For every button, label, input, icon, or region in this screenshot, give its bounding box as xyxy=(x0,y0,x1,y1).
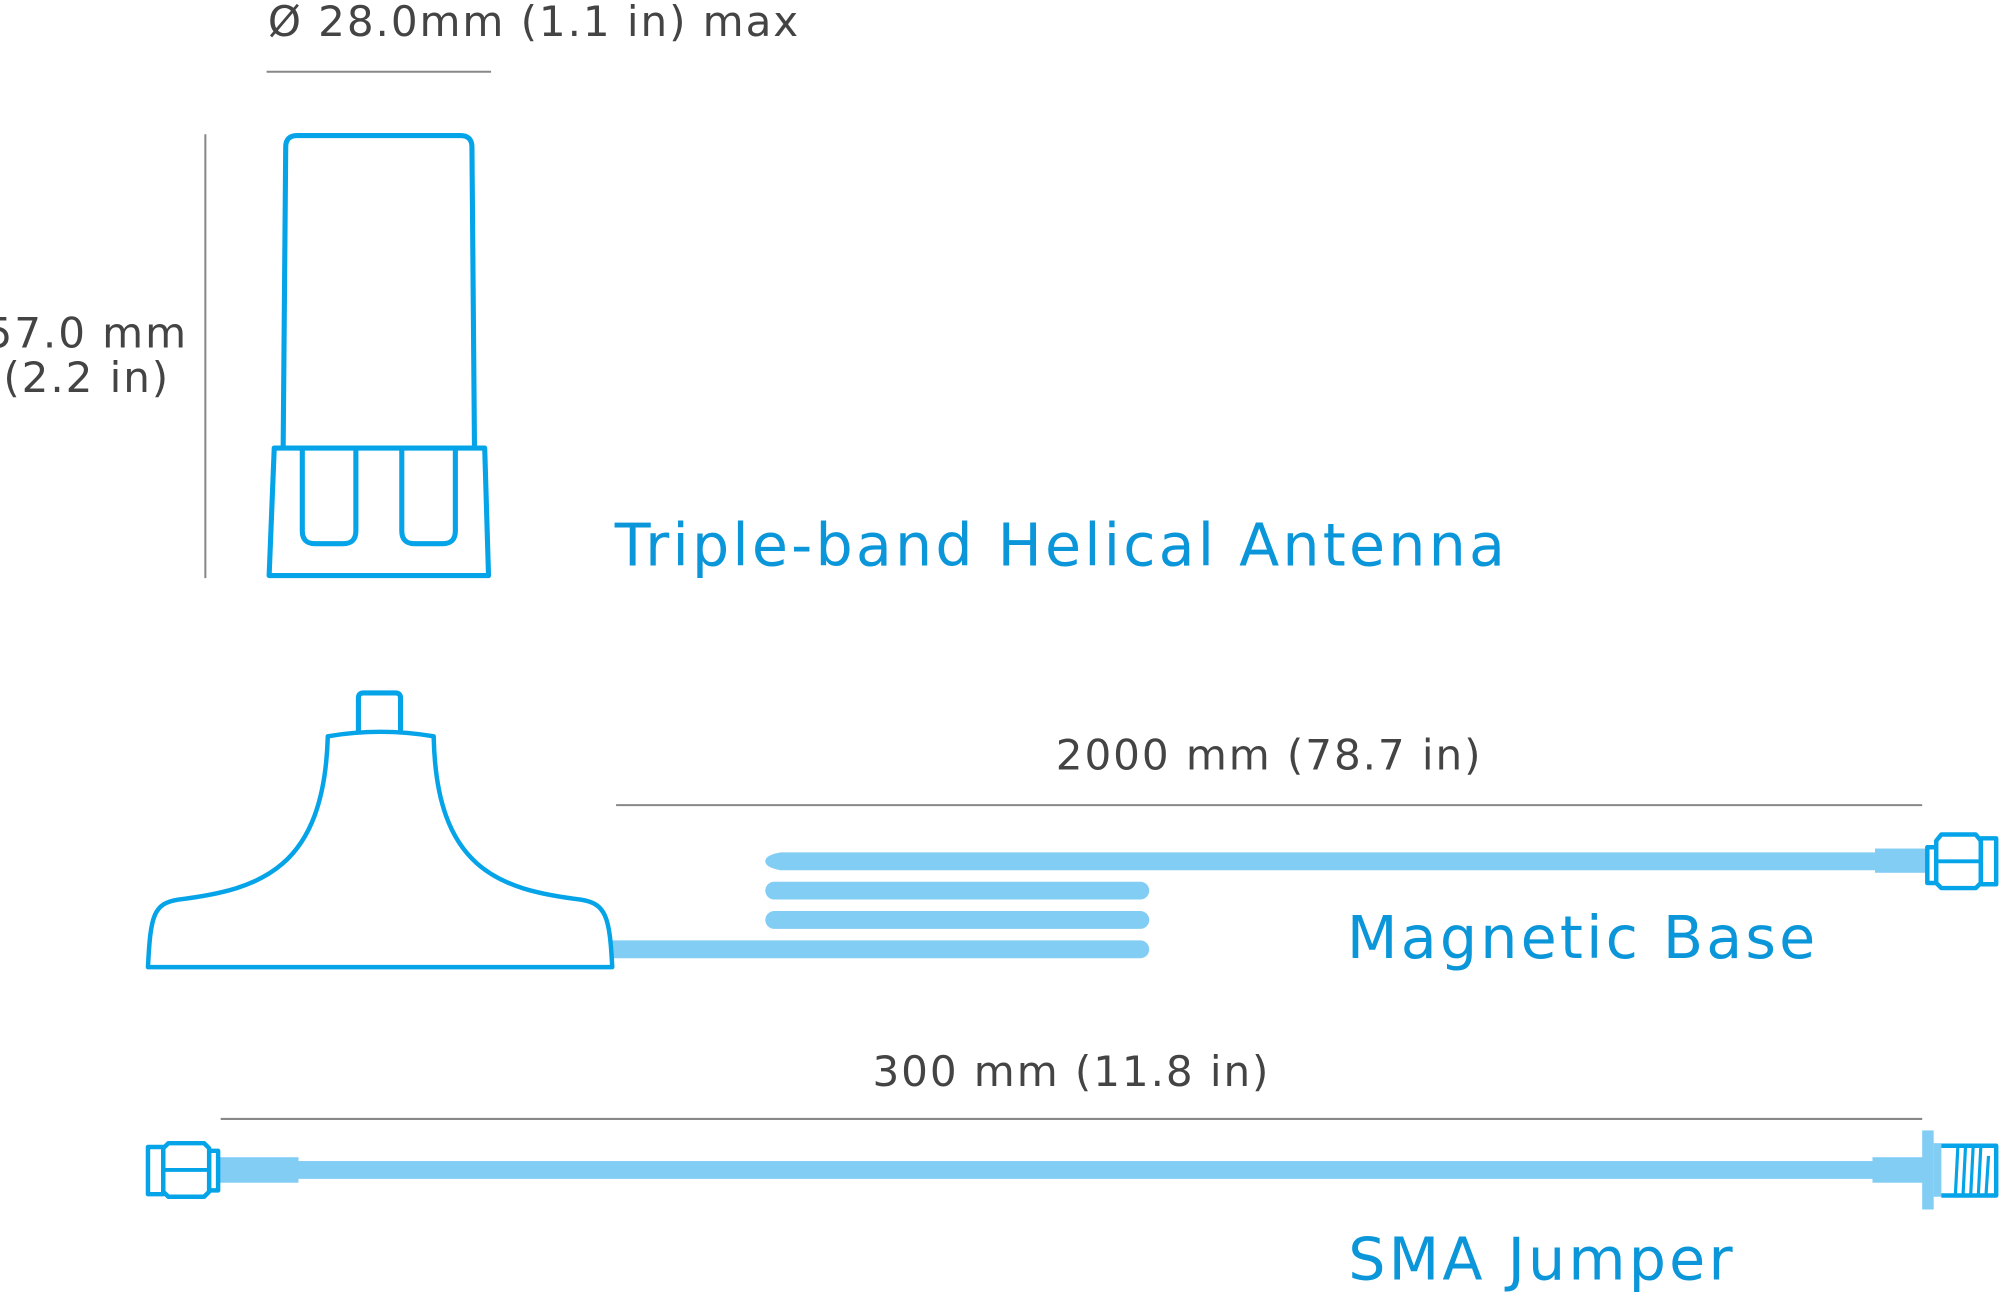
cable-length-label: 2000 mm (78.7 in) xyxy=(1056,730,1483,779)
height-label-mm: 57.0 mm xyxy=(0,308,188,357)
antenna-slot xyxy=(399,448,458,547)
antenna-title: Triple-band Helical Antenna xyxy=(614,511,1508,579)
magnetic-base: 2000 mm (78.7 in) Magnetic Base xyxy=(145,690,1999,972)
antenna-slot xyxy=(299,448,359,547)
sma-female-connector-icon xyxy=(1922,1130,1999,1210)
cable-run xyxy=(765,852,1878,871)
sma-connector-icon xyxy=(1925,832,1999,891)
sma-jumper-title: SMA Jumper xyxy=(1348,1226,1736,1294)
base-nub xyxy=(355,690,404,732)
sma-jumper: 300 mm (11.8 in) SMA Jumper xyxy=(145,1047,1999,1294)
magnetic-base-title: Magnetic Base xyxy=(1347,904,1819,972)
antenna-base xyxy=(266,445,492,579)
height-label-in: (2.2 in) xyxy=(3,353,170,402)
antenna-body xyxy=(280,132,478,449)
jumper-cable xyxy=(293,1161,1878,1179)
cable-strain-relief xyxy=(219,1157,299,1183)
cable-strain-relief xyxy=(1875,848,1929,873)
cable-strain-relief xyxy=(1872,1157,1927,1183)
base-body xyxy=(145,729,615,970)
diameter-label: Ø 28.0mm (1.1 in) max xyxy=(268,0,800,46)
jumper-length-label: 300 mm (11.8 in) xyxy=(872,1047,1270,1096)
helical-antenna: Ø 28.0mm (1.1 in) max 57.0 mm (2.2 in) T… xyxy=(0,0,1508,579)
sma-male-connector-icon xyxy=(145,1140,221,1199)
